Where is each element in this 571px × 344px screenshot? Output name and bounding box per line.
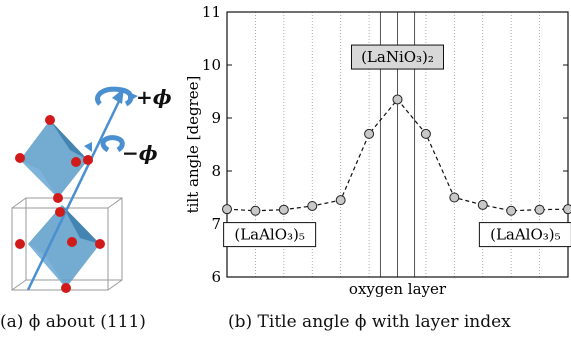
y-tick-label: 6 bbox=[211, 268, 221, 286]
data-point bbox=[449, 192, 460, 203]
data-point bbox=[222, 204, 232, 215]
data-point bbox=[364, 128, 375, 139]
data-point bbox=[278, 204, 289, 215]
annotation-box bbox=[478, 222, 571, 248]
y-tick-label: 11 bbox=[202, 3, 221, 21]
data-point bbox=[477, 199, 488, 210]
data-points bbox=[222, 94, 571, 216]
y-tick-label: 7 bbox=[211, 215, 221, 233]
annotation: (LaAlO₃)₅ bbox=[478, 222, 571, 248]
chart-svg: 6 7 8 9 10 11 (LaNiO₃)₂ (LaAlO₃)₅ (LaAlO₃)₅ til… bbox=[184, 3, 571, 298]
data-point bbox=[534, 204, 545, 215]
annotation-text: (LaNiO₃)₂ bbox=[361, 48, 434, 66]
caption-a: (a) ϕ about (111) bbox=[0, 312, 146, 332]
data-point bbox=[250, 205, 261, 216]
annotation-box bbox=[351, 44, 444, 70]
data-point bbox=[392, 94, 403, 105]
data-point bbox=[307, 200, 318, 211]
tilt-angle-chart: 6 7 8 9 10 11 (LaNiO₃)₂ (LaAlO₃)₅ (LaAlO₃)₅ til… bbox=[180, 0, 571, 300]
plot-frame bbox=[226, 11, 569, 278]
y-axis-label: tilt angle [degree] bbox=[184, 76, 202, 214]
data-point bbox=[563, 204, 571, 215]
y-tick-label: 10 bbox=[202, 56, 221, 74]
y-tick-label: 9 bbox=[211, 109, 221, 127]
annotation-text: (LaAlO₃)₅ bbox=[490, 226, 561, 244]
lower-octahedron bbox=[28, 205, 100, 288]
annotation-labels: (LaNiO₃)₂ (LaAlO₃)₅ (LaAlO₃)₅ bbox=[223, 44, 571, 248]
structure-figure: +ϕ −ϕ bbox=[0, 0, 175, 300]
rotation-axis bbox=[26, 94, 124, 291]
data-point bbox=[420, 128, 431, 139]
minus-phi-label: −ϕ bbox=[122, 141, 158, 165]
minus-rotation-arrow bbox=[100, 135, 125, 153]
y-axis-ticks: 6 7 8 9 10 11 bbox=[202, 3, 568, 286]
oxygen-atoms bbox=[15, 115, 105, 293]
annotation: (LaNiO₃)₂ bbox=[351, 44, 444, 70]
annotation-text: (LaAlO₃)₅ bbox=[234, 226, 305, 244]
y-tick-label: 8 bbox=[211, 162, 221, 180]
caption-b: (b) Title angle ϕ with layer index bbox=[228, 312, 511, 332]
octahedra-illustration: +ϕ −ϕ bbox=[11, 85, 172, 293]
data-point bbox=[335, 195, 346, 206]
data-point bbox=[506, 205, 517, 216]
annotation-box bbox=[223, 222, 317, 248]
annotation: (LaAlO₃)₅ bbox=[223, 222, 317, 248]
x-axis-label: oxygen layer bbox=[349, 280, 447, 298]
upper-octahedron bbox=[20, 120, 88, 198]
plus-phi-label: +ϕ bbox=[136, 85, 172, 109]
